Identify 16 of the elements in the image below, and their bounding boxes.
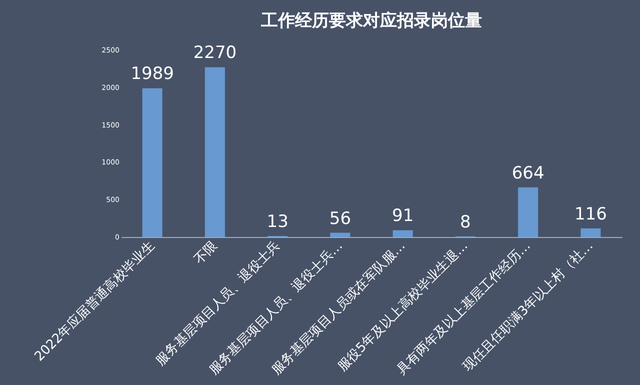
x-tick-label: 不限 bbox=[192, 238, 221, 268]
bar bbox=[142, 88, 162, 237]
data-label: 56 bbox=[329, 208, 352, 229]
data-label: 2270 bbox=[193, 43, 237, 64]
data-label: 13 bbox=[266, 212, 288, 232]
bar bbox=[580, 228, 601, 237]
data-label: 116 bbox=[574, 204, 607, 224]
data-label: 91 bbox=[392, 206, 414, 226]
data-label: 8 bbox=[460, 212, 471, 232]
bar bbox=[330, 232, 350, 237]
bar bbox=[204, 67, 225, 237]
chart-title: 工作经历要求对应招录岗位量 bbox=[260, 11, 482, 32]
data-label: 664 bbox=[512, 163, 544, 184]
bar bbox=[392, 230, 413, 237]
data-label: 1989 bbox=[130, 64, 174, 84]
bar bbox=[518, 187, 538, 237]
